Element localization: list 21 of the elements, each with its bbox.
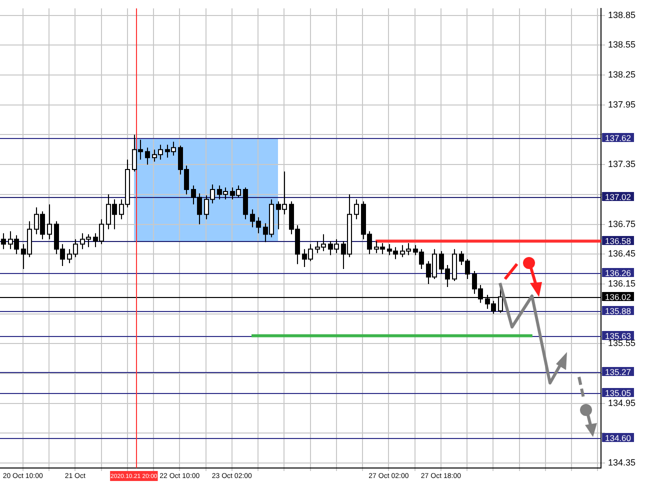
ref-line-label: 137.62 <box>605 132 632 143</box>
ref-line-label: 134.60 <box>605 432 632 443</box>
ref-line-label: 135.27 <box>605 366 632 377</box>
ref-line-label: 135.63 <box>605 330 632 341</box>
y-tick-label: 137.95 <box>608 99 636 110</box>
ref-line-label: 135.05 <box>605 388 632 398</box>
y-tick-label: 136.45 <box>608 248 636 259</box>
y-tick-label: 134.95 <box>608 398 636 408</box>
y-tick-label: 138.85 <box>608 10 636 20</box>
y-tick-label: 136.15 <box>608 278 636 288</box>
ref-line-label: 136.26 <box>605 268 632 278</box>
ref-line-label: 135.88 <box>605 306 632 316</box>
y-tick-label: 137.35 <box>608 159 636 170</box>
y-tick-label: 138.25 <box>608 70 636 80</box>
y-tick-label: 136.75 <box>608 218 636 229</box>
ref-line-label: 136.58 <box>605 236 632 246</box>
y-tick-label: 135.55 <box>608 338 636 348</box>
ref-line-label: 137.02 <box>605 192 632 202</box>
y-tick-label: 134.35 <box>608 458 636 468</box>
y-tick-label: 138.55 <box>608 40 636 50</box>
ref-line-label: 136.02 <box>605 292 632 302</box>
